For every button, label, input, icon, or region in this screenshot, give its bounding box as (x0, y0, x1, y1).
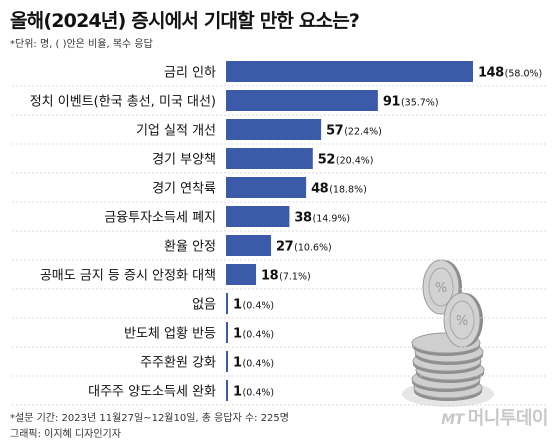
bar (226, 235, 272, 256)
category-label: 대주주 양도소득세 완화 (88, 385, 216, 400)
value-percent: (0.4%) (243, 301, 275, 312)
value-percent: (10.6%) (294, 243, 332, 254)
value-number: 91 (383, 95, 401, 110)
value-number: 1 (233, 385, 242, 400)
bar (226, 148, 313, 169)
publisher-logo: MT 머니투데이 (441, 404, 548, 430)
category-label: 기업 실적 개선 (136, 124, 216, 139)
svg-text:%: % (435, 281, 447, 296)
category-label: 공매도 금지 등 증시 안정화 대책 (40, 269, 216, 284)
value-number: 1 (233, 356, 242, 371)
value-percent: (0.4%) (243, 388, 275, 399)
value-label: 1(0.4%) (233, 356, 274, 371)
value-number: 48 (311, 182, 329, 197)
value-percent: (22.4%) (344, 127, 382, 138)
category-label: 정치 이벤트(한국 총선, 미국 대선) (30, 95, 216, 110)
value-label: 48(18.8%) (311, 182, 367, 197)
value-number: 27 (276, 240, 294, 255)
category-label: 환율 안정 (164, 240, 216, 255)
value-percent: (14.9%) (313, 214, 351, 225)
unit-note: *단위: 명, ( )안은 비율, 복수 응답 (10, 39, 153, 50)
value-label: 57(22.4%) (326, 124, 382, 139)
bar (226, 206, 290, 227)
value-percent: (18.8%) (329, 185, 367, 196)
value-label: 1(0.4%) (233, 298, 274, 313)
bar (226, 264, 257, 285)
value-percent: (7.1%) (279, 272, 311, 283)
value-percent: (35.7%) (401, 98, 439, 109)
graphic-credit: 그래픽: 이지혜 디자인기자 (10, 429, 121, 440)
bar (226, 380, 228, 401)
value-label: 91(35.7%) (383, 95, 439, 110)
category-label: 금리 인하 (164, 66, 216, 81)
bar (226, 119, 322, 140)
logo-mark: MT (441, 412, 464, 428)
category-label: 반도체 업황 반등 (124, 327, 216, 342)
category-label: 경기 연착륙 (152, 182, 216, 197)
coin-stack-icon: %% (402, 259, 494, 407)
value-label: 27(10.6%) (276, 240, 332, 255)
value-label: 1(0.4%) (233, 327, 274, 342)
value-label: 148(58.0%) (478, 66, 542, 81)
logo-text: 머니투데이 (467, 408, 549, 429)
bar (226, 322, 228, 343)
value-number: 1 (233, 327, 242, 342)
value-percent: (20.4%) (336, 156, 374, 167)
category-label: 금융투자소득세 폐지 (104, 211, 216, 226)
survey-note: *설문 기간: 2023년 11월27일~12월10일, 총 응답자 수: 22… (10, 413, 289, 424)
category-label: 경기 부양책 (152, 153, 216, 168)
chart-title: 올해(2024년) 증시에서 기대할 만한 요소는? (10, 10, 360, 32)
bar (226, 177, 307, 198)
bar (226, 351, 228, 372)
value-label: 18(7.1%) (261, 269, 311, 284)
value-number: 57 (326, 124, 344, 139)
category-label: 없음 (192, 298, 216, 313)
category-label: 주주환원 강화 (140, 356, 216, 371)
svg-text:%: % (456, 314, 468, 329)
value-number: 52 (318, 153, 335, 168)
value-number: 18 (261, 269, 279, 284)
value-label: 38(14.9%) (294, 211, 350, 226)
value-percent: (58.0%) (505, 69, 543, 80)
value-number: 38 (294, 211, 312, 226)
value-label: 1(0.4%) (233, 385, 274, 400)
value-number: 1 (233, 298, 242, 313)
bar (226, 90, 378, 111)
bar (226, 61, 473, 82)
bar (226, 293, 228, 314)
value-label: 52(20.4%) (318, 153, 374, 168)
value-percent: (0.4%) (243, 330, 275, 341)
value-number: 148 (478, 66, 504, 81)
value-percent: (0.4%) (243, 359, 275, 370)
